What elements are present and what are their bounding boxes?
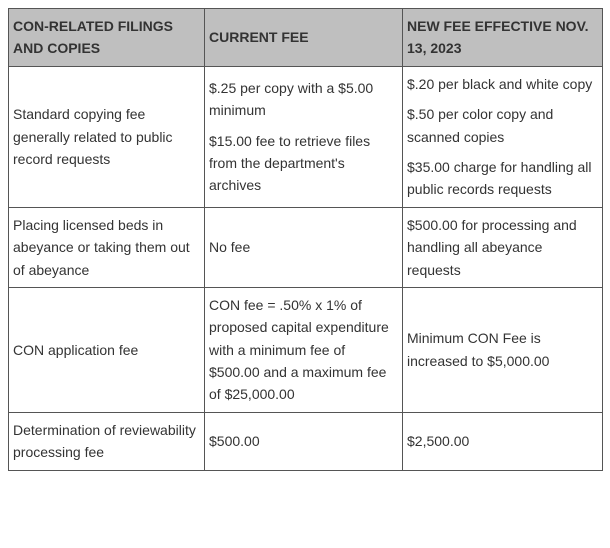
header-row: CON-RELATED FILINGS AND COPIES CURRENT F… xyxy=(9,9,603,67)
filing-cell: Placing licensed beds in abeyance or tak… xyxy=(9,207,205,287)
current-fee-cell: $.25 per copy with a $5.00 minimum $15.0… xyxy=(205,66,403,207)
fee-text: $15.00 fee to retrieve files from the de… xyxy=(209,130,398,197)
fee-text: $.25 per copy with a $5.00 minimum xyxy=(209,77,398,122)
new-fee-cell: $.20 per black and white copy $.50 per c… xyxy=(403,66,603,207)
fee-text: $35.00 charge for handling all public re… xyxy=(407,156,598,201)
table-row: Standard copying fee generally related t… xyxy=(9,66,603,207)
filing-cell: CON application fee xyxy=(9,287,205,412)
new-fee-cell: $2,500.00 xyxy=(403,412,603,470)
header-current-fee: CURRENT FEE xyxy=(205,9,403,67)
table-row: CON application fee CON fee = .50% x 1% … xyxy=(9,287,603,412)
filing-cell: Standard copying fee generally related t… xyxy=(9,66,205,207)
new-fee-cell: Minimum CON Fee is increased to $5,000.0… xyxy=(403,287,603,412)
current-fee-cell: No fee xyxy=(205,207,403,287)
header-new-fee: NEW FEE EFFECTIVE NOV. 13, 2023 xyxy=(403,9,603,67)
table-row: Placing licensed beds in abeyance or tak… xyxy=(9,207,603,287)
current-fee-cell: CON fee = .50% x 1% of proposed capital … xyxy=(205,287,403,412)
fee-text: $.20 per black and white copy xyxy=(407,73,598,95)
fees-table: CON-RELATED FILINGS AND COPIES CURRENT F… xyxy=(8,8,603,471)
new-fee-cell: $500.00 for processing and handling all … xyxy=(403,207,603,287)
header-filings: CON-RELATED FILINGS AND COPIES xyxy=(9,9,205,67)
filing-cell: Determination of reviewability processin… xyxy=(9,412,205,470)
fee-text: $.50 per color copy and scanned copies xyxy=(407,103,598,148)
current-fee-cell: $500.00 xyxy=(205,412,403,470)
table-row: Determination of reviewability processin… xyxy=(9,412,603,470)
